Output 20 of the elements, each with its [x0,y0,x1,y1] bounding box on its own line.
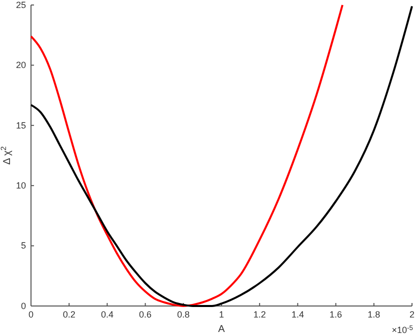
y-tick-label: 15 [16,120,26,130]
x-tick-label: 0.6 [139,309,152,320]
y-tick-label: 0 [20,300,26,311]
x-tick-label: 1.4 [291,309,304,320]
x-tick-label: 1 [218,309,224,320]
line-series [30,5,413,307]
x-tick-label: 0.8 [177,309,190,320]
y-tick-label: 5 [20,240,26,251]
x-tick-label: 0.2 [62,309,76,320]
x-tick-label: 2 [409,309,415,320]
x-tick-label: 0 [28,309,34,320]
y-tick-label: 10 [16,180,26,190]
y-tick-label: 20 [16,60,26,70]
x-tick-label: 1.2 [253,309,266,320]
y-tick-label: 25 [16,0,26,10]
x-tick-label: 0.4 [100,309,114,320]
x-tick-label: 1.8 [368,309,380,320]
x-tick-label: 1.6 [330,309,342,320]
text: ×10$^{-5}$ [392,324,414,335]
x-axis-title: A [218,324,226,335]
